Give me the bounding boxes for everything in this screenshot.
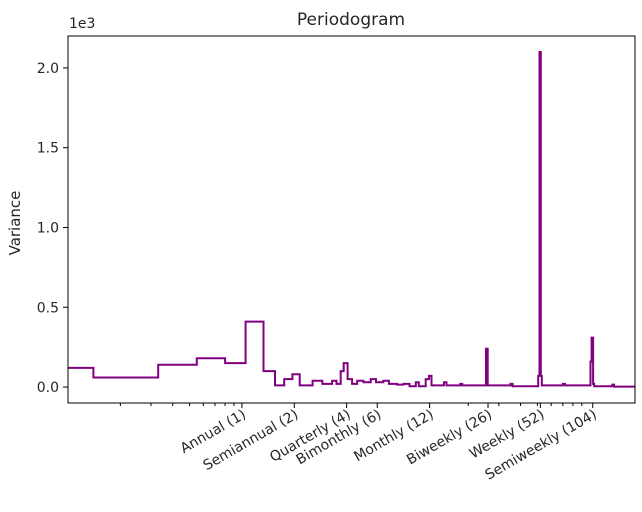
- y-tick-label: 0.5: [37, 300, 59, 316]
- y-tick-label: 0.0: [37, 380, 59, 396]
- y-axis-label: Variance: [6, 191, 24, 256]
- y-axis-multiplier: 1e3: [69, 16, 95, 32]
- chart-title: Periodogram: [297, 10, 405, 30]
- plot-area: [67, 35, 636, 404]
- y-tick-label: 1.5: [37, 141, 59, 157]
- y-tick-label: 2.0: [37, 61, 59, 77]
- variance-series-line: [68, 51, 635, 388]
- y-tick-label: 1.0: [37, 220, 59, 236]
